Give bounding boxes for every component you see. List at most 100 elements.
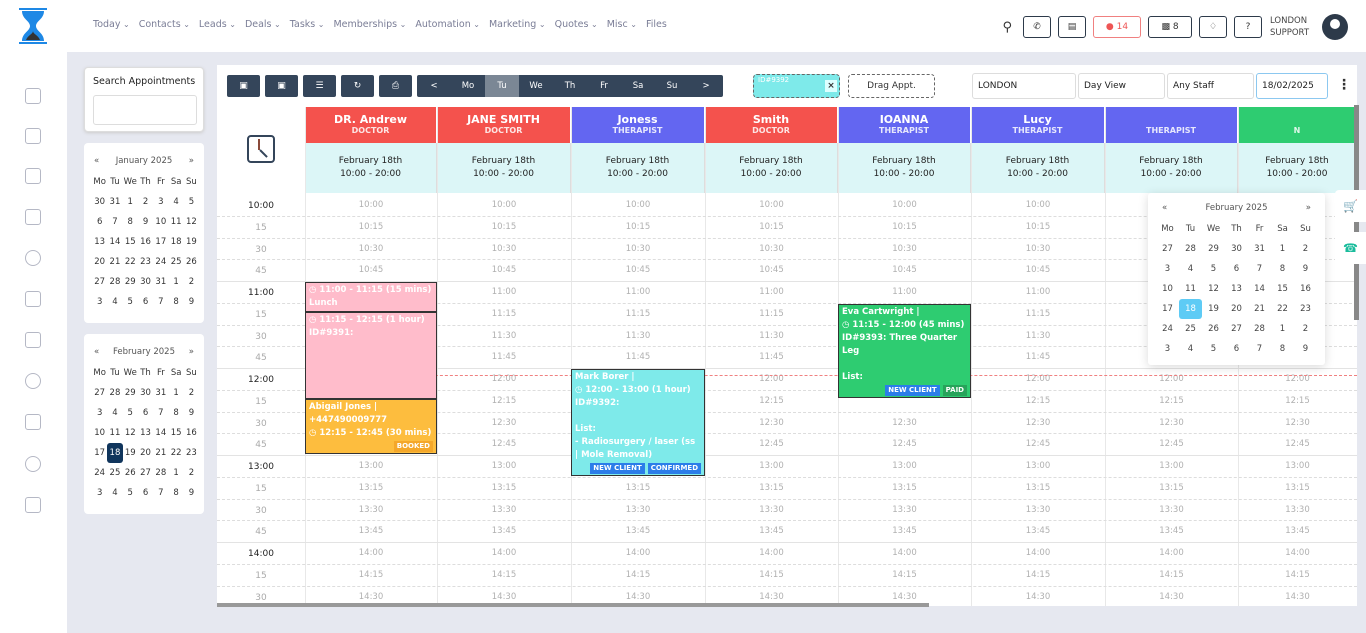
calendar-day[interactable]: 29 — [1208, 244, 1219, 254]
calendar-day[interactable]: 30 — [140, 277, 151, 287]
calendar-day[interactable]: 28 — [155, 468, 167, 478]
time-slot[interactable]: 12:00 — [759, 374, 784, 384]
calendar-day[interactable]: 15 — [124, 237, 136, 247]
calendar-day[interactable]: 16 — [186, 428, 197, 438]
calendar-day[interactable]: 31 — [155, 388, 167, 398]
calendar-day[interactable]: 5 — [127, 297, 133, 307]
calendar-day[interactable]: 3 — [96, 408, 103, 418]
calendar-day[interactable]: 4 — [173, 197, 179, 207]
staff-column-header[interactable]: Joness THERAPIST — [571, 107, 705, 143]
calendar-day[interactable]: 18 — [1179, 299, 1202, 319]
time-slot[interactable]: 10:00 — [892, 200, 917, 210]
time-slot[interactable]: 12:30 — [1159, 417, 1184, 428]
nav-item-files[interactable]: Files — [645, 19, 667, 30]
calendar-day[interactable]: 17 — [1162, 304, 1173, 314]
time-slot[interactable]: 13:30 — [1285, 504, 1310, 515]
time-slot[interactable]: 13:45 — [625, 526, 651, 537]
time-slot[interactable]: 11:45 — [759, 352, 784, 363]
time-slot[interactable]: 10:45 — [892, 265, 917, 276]
report-icon[interactable] — [25, 414, 41, 430]
calendar-day[interactable]: 7 — [112, 217, 118, 227]
calendar-day[interactable]: 20 — [140, 448, 151, 458]
time-slot[interactable]: 12:15 — [491, 395, 517, 406]
calendar-day[interactable]: 4 — [112, 408, 118, 418]
calendar-day[interactable]: 5 — [127, 408, 133, 418]
nav-item-tasks[interactable]: Tasks — [290, 19, 325, 30]
calendar-day[interactable]: 7 — [1256, 344, 1263, 354]
calendar-day[interactable]: 15 — [1277, 284, 1288, 294]
time-slot[interactable]: 13:00 — [759, 461, 784, 471]
time-slot[interactable]: 11:30 — [491, 330, 517, 341]
calendar-day[interactable]: 11 — [1185, 284, 1196, 294]
appointment-block[interactable]: Abigail Jones | +447490009777 ◷ 12:15 - 12… — [305, 399, 437, 454]
calendar-day[interactable]: 10 — [155, 217, 167, 227]
time-slot[interactable]: 10:00 — [1025, 200, 1051, 210]
calendar-day[interactable]: 21 — [1254, 304, 1265, 314]
time-slot[interactable]: 12:30 — [491, 417, 517, 428]
calendar-day[interactable]: 31 — [109, 197, 121, 207]
calendar-day[interactable]: 3 — [158, 197, 164, 207]
calendar-day[interactable]: 24 — [94, 468, 106, 478]
time-slot[interactable]: 11:00 — [1025, 287, 1051, 297]
calendar-day[interactable]: 27 — [1162, 244, 1173, 254]
calendar-day[interactable]: 26 — [124, 468, 136, 478]
calendar-day[interactable]: 4 — [1187, 264, 1194, 274]
time-slot[interactable]: 11:30 — [625, 330, 651, 341]
staff-column-header[interactable]: IOANNA THERAPIST — [838, 107, 971, 143]
calendar-day[interactable]: 8 — [1279, 344, 1286, 354]
calendar-day[interactable]: 27 — [94, 277, 106, 287]
user-circle-icon[interactable] — [25, 456, 41, 472]
calendar-day[interactable]: 8 — [173, 488, 179, 498]
calendar-day[interactable]: 1 — [173, 388, 179, 398]
lock-icon[interactable] — [25, 497, 41, 513]
user-name[interactable]: LONDON SUPPORT — [1270, 15, 1318, 39]
calendar-day[interactable]: 18 — [107, 443, 123, 463]
time-slot[interactable]: 10:30 — [759, 243, 784, 254]
day-button-fr[interactable]: Fr — [600, 81, 608, 91]
time-slot[interactable]: 13:00 — [1159, 461, 1184, 471]
calendar-day[interactable]: 28 — [1185, 244, 1196, 254]
calendar-day[interactable]: 4 — [112, 297, 118, 307]
calendar-day[interactable]: 24 — [1162, 324, 1173, 334]
time-slot[interactable]: 14:00 — [491, 548, 517, 558]
calendar-day[interactable]: 27 — [94, 388, 106, 398]
time-slot[interactable]: 13:15 — [1159, 482, 1184, 493]
calendar-day[interactable]: 2 — [142, 197, 149, 207]
calendar-day[interactable]: 30 — [1231, 244, 1242, 254]
time-slot[interactable]: 10:30 — [491, 243, 517, 254]
time-slot[interactable]: 12:15 — [759, 395, 784, 406]
nav-item-quotes[interactable]: Quotes — [555, 19, 598, 30]
nav-item-misc[interactable]: Misc — [607, 19, 637, 30]
drag-appt-button[interactable]: Drag Appt. — [848, 74, 935, 98]
time-slot[interactable]: 10:45 — [491, 265, 517, 276]
calendar-day[interactable]: 10 — [94, 428, 106, 438]
day-button-mo[interactable]: Mo — [461, 81, 475, 91]
calendar-day[interactable]: 13 — [1231, 284, 1242, 294]
calendar-day[interactable]: 11 — [109, 428, 121, 438]
time-slot[interactable]: 13:45 — [358, 526, 384, 537]
calendar-day[interactable]: 26 — [186, 257, 197, 267]
time-slot[interactable]: 13:30 — [491, 504, 517, 515]
time-slot[interactable]: 14:15 — [358, 569, 384, 580]
staff-column-header[interactable]: THERAPIST — [1105, 107, 1238, 143]
time-slot[interactable]: 10:00 — [358, 200, 384, 210]
dragged-appointment[interactable]: ID#9392 × — [753, 74, 840, 98]
time-slot[interactable]: 12:00 — [1285, 374, 1310, 384]
appointment-block[interactable]: Mark Borer | ◷ 12:00 - 13:00 (1 hour) ID#9… — [571, 369, 705, 476]
time-slot[interactable]: 14:00 — [1159, 548, 1184, 558]
feb-prev-button[interactable]: « — [94, 347, 100, 357]
time-slot[interactable]: 10:15 — [759, 221, 784, 232]
time-slot[interactable]: 10:45 — [759, 265, 784, 276]
day-button-tu[interactable]: Tu — [485, 75, 519, 97]
time-slot[interactable]: 12:00 — [491, 374, 517, 384]
calendar-day[interactable]: 1 — [173, 468, 179, 478]
time-slot[interactable]: 10:15 — [892, 221, 917, 232]
time-slot[interactable]: 12:15 — [1285, 395, 1310, 406]
time-slot[interactable]: 13:45 — [1025, 526, 1051, 537]
phone-button[interactable]: ✆ — [1023, 16, 1051, 38]
time-slot[interactable]: 13:30 — [759, 504, 784, 515]
jan-next-button[interactable]: » — [188, 156, 194, 166]
prev-day-button[interactable]: < — [430, 81, 438, 91]
calendar-day[interactable]: 5 — [188, 197, 195, 207]
calendar-day[interactable]: 26 — [1208, 324, 1219, 334]
